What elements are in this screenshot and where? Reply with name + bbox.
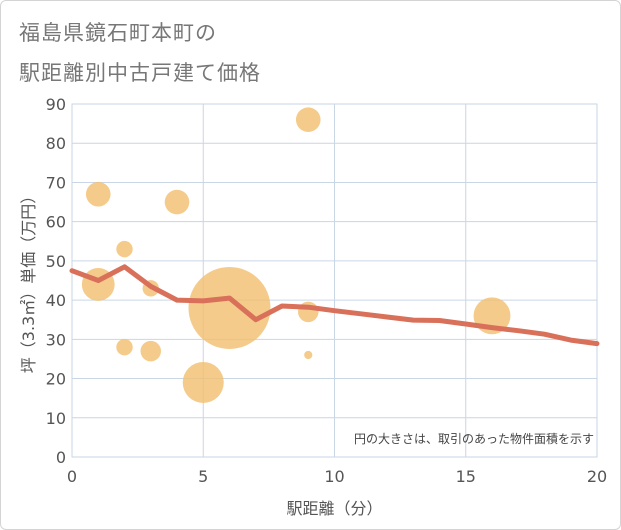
y-tick-label: 20 (46, 370, 66, 389)
y-tick-label: 60 (46, 213, 66, 232)
data-bubble (295, 107, 321, 132)
y-tick-label: 70 (46, 173, 66, 192)
data-bubble (304, 350, 313, 360)
y-tick-label: 40 (46, 291, 66, 310)
y-axis-label: 坪（3.3㎡）単価（万円） (19, 188, 38, 373)
data-bubble (85, 181, 111, 207)
bubble-size-note: 円の大きさは、取引のあった物件面積を示す (354, 431, 594, 446)
y-axis-ticks: 0 10 20 30 40 50 60 70 80 90 (46, 95, 66, 467)
data-bubble (164, 189, 190, 215)
data-bubble (182, 361, 224, 403)
x-tick-label: 5 (198, 467, 208, 486)
y-tick-label: 30 (46, 330, 66, 349)
data-bubble (140, 340, 161, 362)
chart-title-line2: 駅距離別中古戸建て価格 (19, 61, 261, 85)
x-tick-label: 15 (456, 467, 476, 486)
average-price-line (69, 264, 600, 347)
x-tick-label: 0 (67, 467, 77, 486)
x-tick-label: 10 (324, 467, 344, 486)
y-tick-label: 90 (46, 95, 66, 114)
data-bubble (116, 338, 133, 356)
y-tick-label: 10 (46, 409, 66, 428)
y-tick-label: 50 (46, 252, 66, 271)
chart-title-line1: 福島県鏡石町本町の (19, 21, 217, 45)
data-bubble (188, 266, 271, 349)
x-axis-ticks: 0 5 10 15 20 (67, 467, 607, 486)
x-tick-label: 20 (587, 467, 607, 486)
data-bubble (116, 240, 133, 258)
y-tick-label: 80 (46, 134, 66, 153)
y-tick-label: 0 (56, 448, 66, 467)
x-axis-label: 駅距離（分） (286, 499, 382, 518)
